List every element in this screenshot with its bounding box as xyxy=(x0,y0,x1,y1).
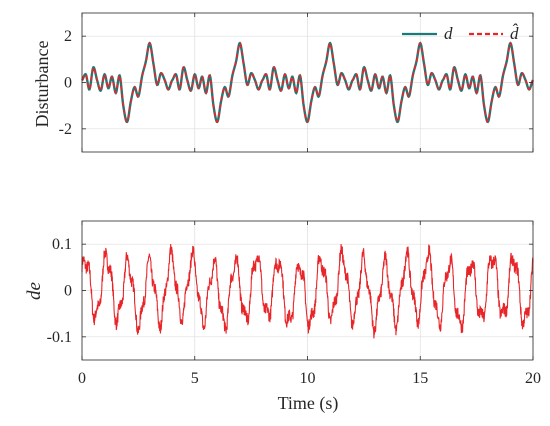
disturbance-ticks: -2 0 2 xyxy=(59,13,534,152)
disturbance-y-tick-label: -2 xyxy=(59,121,72,138)
de-x-tick-label: 0 xyxy=(78,370,86,387)
de-x-tick-label: 10 xyxy=(300,370,316,387)
disturbance-y-axis-label: Disturbance xyxy=(32,41,52,128)
de-x-tick-label: 20 xyxy=(525,370,541,387)
disturbance-y-tick-label: 2 xyxy=(64,28,72,45)
legend: d d̂ xyxy=(402,24,519,43)
series-line-de xyxy=(81,244,534,339)
legend-label-d-hat: d̂ xyxy=(510,24,519,43)
de-x-tick-label: 5 xyxy=(191,370,199,387)
legend-label-d: d xyxy=(444,24,453,43)
de-y-tick-label: -0.1 xyxy=(47,329,72,346)
disturbance-lines xyxy=(81,41,535,124)
de-subplot: 0 5 10 15 20 -0.1 0 0.1 de Time (s) xyxy=(24,220,541,414)
disturbance-subplot: -2 0 2 Disturbance d d̂ xyxy=(32,12,535,153)
disturbance-y-tick-label: 0 xyxy=(64,75,72,92)
de-y-tick-label: 0 xyxy=(64,283,72,300)
de-y-axis-label: de xyxy=(24,282,45,300)
series-line-d-hat xyxy=(81,42,534,123)
de-y-tick-label: 0.1 xyxy=(52,236,72,253)
de-ticks: 0 5 10 15 20 -0.1 0 0.1 xyxy=(47,221,541,387)
time-x-axis-label: Time (s) xyxy=(278,393,339,414)
de-x-tick-label: 15 xyxy=(412,370,428,387)
de-lines xyxy=(81,244,534,339)
